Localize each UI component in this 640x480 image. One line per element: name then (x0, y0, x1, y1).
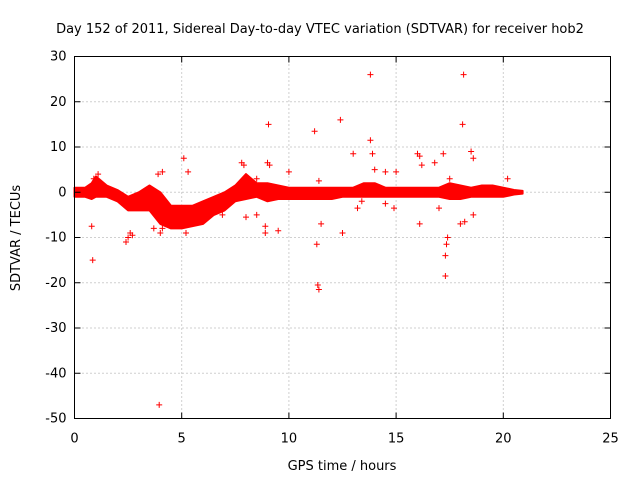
x-tick-label: 10 (281, 432, 298, 447)
data-point (313, 241, 320, 248)
outlier-points (88, 71, 511, 408)
y-tick-label: -50 (45, 412, 66, 427)
data-point (461, 218, 468, 225)
data-point (431, 159, 438, 166)
data-point (337, 116, 344, 123)
data-point (95, 171, 102, 178)
data-point (275, 227, 282, 234)
data-point (240, 162, 247, 169)
chart-title: Day 152 of 2011, Sidereal Day-to-day VTE… (56, 22, 584, 37)
data-point (159, 168, 166, 175)
y-tick-label: 20 (50, 95, 67, 110)
data-point (180, 155, 187, 162)
data-point (219, 211, 226, 218)
data-point (314, 282, 321, 288)
data-point (416, 153, 423, 160)
x-tick-label: 0 (70, 432, 78, 447)
data-point (470, 211, 477, 218)
y-tick-label: 30 (50, 50, 67, 65)
data-point (440, 150, 447, 157)
y-tick-label: -40 (45, 366, 66, 381)
data-point (150, 225, 157, 232)
data-point (262, 230, 269, 236)
data-point (504, 175, 511, 182)
y-tick-label: -30 (45, 321, 66, 336)
data-point (183, 230, 189, 236)
grid-lines (74, 56, 611, 419)
data-point (460, 71, 467, 78)
data-point (125, 234, 132, 241)
data-point (459, 121, 466, 128)
data-point (90, 175, 97, 182)
data-point (354, 205, 361, 212)
y-tick-label: 10 (50, 140, 67, 155)
data-point (159, 225, 166, 232)
data-point (446, 175, 453, 182)
data-point (444, 234, 451, 241)
y-tick-label: 0 (58, 185, 66, 200)
data-band-area (73, 173, 524, 230)
data-point (382, 168, 389, 175)
data-point (88, 223, 95, 230)
data-point (358, 198, 365, 205)
axis-ticks (74, 56, 611, 419)
x-tick-label: 15 (388, 432, 405, 447)
data-point (123, 239, 129, 245)
data-point (157, 230, 164, 236)
data-point (369, 150, 376, 157)
data-point (243, 214, 249, 221)
data-point (89, 257, 96, 264)
data-point (468, 148, 475, 155)
tick-labels: 0 5 10 15 20 25 -50 -40 -30 -20 -10 0 10 20 30 (45, 50, 619, 447)
data-point (443, 241, 450, 248)
data-point (265, 121, 272, 128)
data-point (253, 211, 260, 218)
data-point (155, 171, 162, 178)
data-point (457, 220, 464, 227)
data-point (391, 205, 397, 212)
data-point (418, 162, 425, 169)
data-band (73, 173, 524, 230)
data-point (315, 286, 322, 293)
data-point (470, 155, 477, 162)
data-point (339, 230, 346, 236)
data-point (367, 137, 374, 144)
data-point (367, 71, 374, 78)
data-point (262, 223, 269, 230)
data-point (371, 166, 378, 173)
y-tick-label: -10 (45, 231, 66, 246)
data-point (442, 273, 449, 279)
data-point (200, 207, 207, 214)
data-point (315, 177, 322, 184)
data-point (253, 175, 260, 182)
y-tick-label: -20 (45, 276, 66, 291)
x-tick-label: 20 (495, 432, 512, 447)
data-point (318, 220, 325, 227)
data-point (436, 205, 442, 212)
x-tick-label: 25 (602, 432, 619, 447)
data-point (416, 220, 423, 227)
data-point (350, 150, 357, 157)
data-point (442, 252, 449, 259)
data-point (285, 168, 292, 175)
data-point (393, 168, 400, 175)
data-point (382, 200, 389, 207)
data-point (129, 232, 136, 239)
x-tick-label: 5 (178, 432, 186, 447)
x-axis-label: GPS time / hours (288, 459, 397, 474)
data-point (311, 128, 318, 135)
y-axis-label: SDTVAR / TECUs (9, 185, 24, 292)
data-point (266, 162, 273, 169)
data-point (156, 401, 163, 408)
data-point (185, 168, 192, 175)
